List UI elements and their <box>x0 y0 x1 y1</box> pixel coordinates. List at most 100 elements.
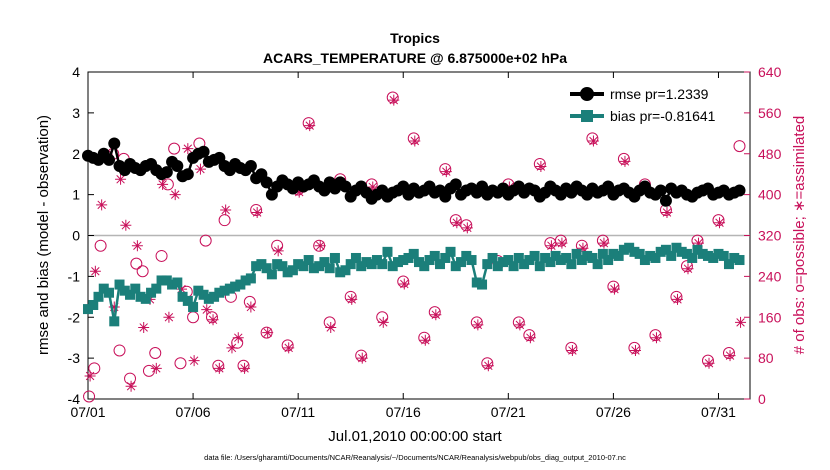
x-tick-label: 07/21 <box>491 404 526 420</box>
obs-assimilated-point <box>556 237 568 249</box>
bias-point <box>140 293 151 304</box>
obs-assimilated-point <box>608 283 620 295</box>
obs-possible-point <box>575 239 588 252</box>
bias-point <box>718 250 729 261</box>
bias-point <box>83 304 93 315</box>
obs-assimilated-point <box>367 181 379 193</box>
obs-assimilated-point <box>115 173 127 185</box>
obs-assimilated-point <box>89 265 101 277</box>
bias-point <box>450 261 461 272</box>
bias-point <box>424 255 435 266</box>
bias-point <box>529 250 540 261</box>
obs-possible-point <box>237 359 250 372</box>
obs-assimilated-point <box>314 240 326 252</box>
bias-point <box>618 244 629 255</box>
bias-point <box>340 265 351 276</box>
bias-point <box>235 279 246 290</box>
obs-assimilated-point <box>169 189 181 201</box>
bias-point <box>639 255 650 266</box>
obs-assimilated-point <box>587 135 599 147</box>
obs-assimilated-point <box>661 207 673 219</box>
obs-assimilated-point <box>188 355 200 367</box>
y-axis-ticks: -4 -3 -2 -1 0 1 2 3 4 <box>68 64 94 407</box>
obs-assimilated-point <box>703 357 715 369</box>
obs-assimilated-point <box>598 237 610 249</box>
obs-assimilated-point <box>619 155 631 167</box>
bias-point <box>308 263 319 274</box>
rmse-point <box>171 160 184 173</box>
obs-possible-point <box>355 349 368 362</box>
bias-point <box>414 257 424 268</box>
bias-point <box>524 255 535 266</box>
bias-series <box>83 242 745 327</box>
obs-possible-point <box>113 344 126 357</box>
bias-point <box>545 257 556 268</box>
obs-assimilated-point <box>377 316 389 328</box>
y2-tick-label: 0 <box>758 391 766 407</box>
bias-point <box>356 261 367 272</box>
bias-point <box>209 291 220 302</box>
bias-point <box>119 285 130 296</box>
bias-point <box>550 250 561 261</box>
x-tick-label: 07/26 <box>596 404 631 420</box>
obs-assimilated-point <box>232 332 244 344</box>
bias-point <box>251 261 262 272</box>
obs-possible-point <box>596 234 609 247</box>
bias-point <box>319 257 330 268</box>
obs-possible-point <box>386 91 399 104</box>
bias-point <box>571 248 582 259</box>
bias-point <box>624 242 635 253</box>
bias-point <box>713 248 724 259</box>
y-tick-label: -4 <box>68 391 81 407</box>
obs-assimilated-point <box>150 362 162 374</box>
obs-assimilated-point <box>409 135 421 147</box>
bias-point <box>272 259 283 270</box>
obs-possible-point <box>83 390 96 403</box>
bias-point <box>681 248 692 259</box>
y-tick-label: 0 <box>72 228 80 244</box>
bias-point <box>350 252 361 263</box>
obs-possible-point <box>733 140 746 153</box>
bias-point <box>93 291 104 302</box>
obs-assimilated-point <box>272 245 284 257</box>
obs-possible-point <box>136 265 149 278</box>
bias-point <box>287 265 298 276</box>
rmse-point <box>244 160 257 173</box>
bias-point <box>293 259 304 270</box>
bias-point <box>697 248 708 259</box>
bias-point <box>167 279 178 290</box>
obs-assimilated-point <box>535 161 547 173</box>
rmse-point <box>108 137 121 150</box>
y-tick-label: 3 <box>72 105 80 121</box>
bias-point <box>240 275 251 286</box>
bias-point <box>114 279 125 290</box>
bias-point <box>461 250 472 261</box>
bias-point <box>329 252 340 263</box>
obs-assimilated-point <box>419 334 431 346</box>
bias-point <box>503 255 514 266</box>
bias-point <box>130 283 141 294</box>
obs-possible-point <box>701 354 714 367</box>
obs-possible-point <box>344 290 357 303</box>
obs-assimilated-point <box>356 352 368 364</box>
obs-assimilated-point <box>724 350 736 362</box>
bias-point <box>708 252 719 263</box>
bias-point <box>256 259 267 270</box>
obs-possible-point <box>533 157 546 170</box>
bias-point <box>534 261 545 272</box>
rmse-point <box>181 168 194 181</box>
obs-possible-point <box>460 219 473 232</box>
obs-assimilated-point <box>671 293 683 305</box>
bias-point <box>634 248 645 259</box>
obs-possible-point <box>470 316 483 329</box>
legend-bias-marker <box>581 110 593 122</box>
bias-point <box>687 252 698 263</box>
x-tick-label: 07/31 <box>701 404 736 420</box>
bias-point <box>371 255 382 266</box>
obs-assimilated-point <box>131 240 143 252</box>
bias-point <box>198 289 209 300</box>
obs-possible-point <box>212 359 225 372</box>
bias-point <box>172 277 183 288</box>
obs-assimilated-point <box>96 199 108 211</box>
bias-point <box>487 252 498 263</box>
